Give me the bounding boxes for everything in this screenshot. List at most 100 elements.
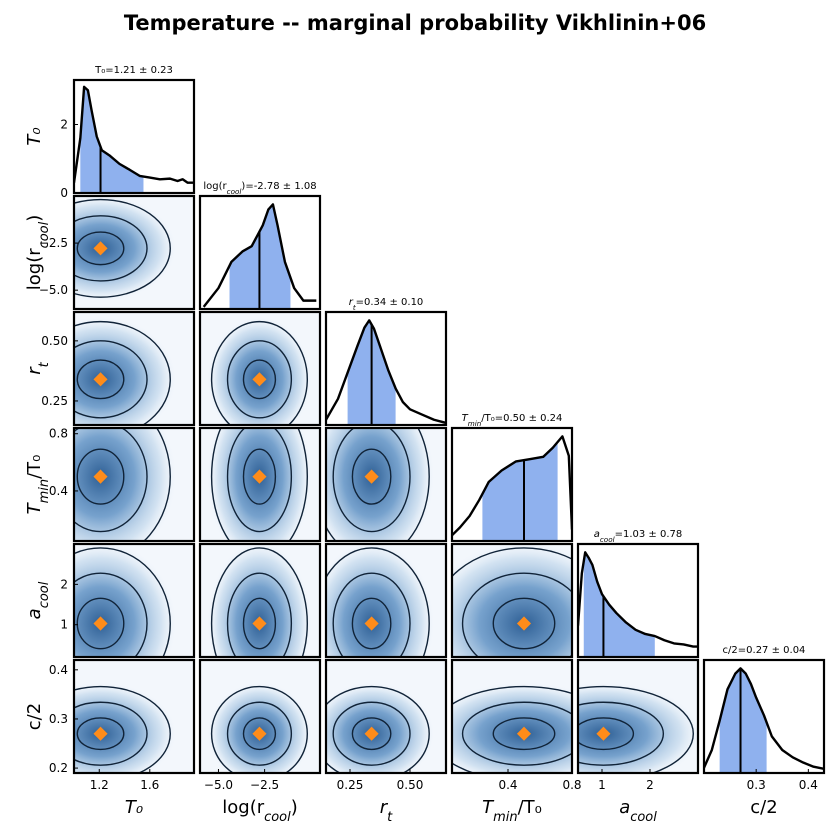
y-tick-label: 0.25 [41,394,68,408]
contour-3 [74,685,171,773]
contour-1 [242,717,277,751]
marginal-summary: acool=1.03 ± 0.78 [594,529,683,544]
contour-2 [74,215,148,282]
panel-T0-Tmin_T0: 0.4 0.8 [49,426,196,543]
y-tick-label: 0.2 [49,761,68,775]
x-tick-label: 1 [598,778,606,792]
y-tick-label: −2.5 [39,236,68,250]
y-tick-label: −5.0 [39,283,68,297]
figure-title: Temperature -- marginal probability Vikh… [124,11,706,35]
panel-frame [72,310,196,427]
panel-rt-a_cool [324,542,448,659]
contour-1 [76,231,125,266]
panel-Tmin_T0-c_half: 0.4 0.8 [450,658,582,792]
credible-interval-fill [482,442,558,541]
marginal-pdf-line [326,319,446,425]
x-tick-label: 0.3 [747,778,766,792]
panel-T0-rt: 0.25 0.50 [41,310,196,427]
contour-2 [461,701,572,766]
contour-1 [242,448,277,505]
y-tick-label: 1 [60,618,68,632]
panel-frame [198,542,322,659]
y-axis-label: acool [24,581,52,619]
panel-frame [450,658,574,775]
contour-3 [74,320,171,425]
estimate-marker [364,469,379,484]
contour-1 [351,597,392,650]
panel-frame [324,658,448,775]
x-tick-label: 0.8 [562,778,581,792]
contour-3 [452,685,572,773]
y-tick-label: 0.4 [49,663,68,677]
contour-2 [226,572,293,657]
panel-frame [324,542,448,659]
panel-log_rcool-Tmin_T0 [198,426,322,543]
density-blob [207,544,312,657]
density-blob [326,682,434,773]
contour-2 [226,701,293,766]
y-tick-label: 0 [60,186,68,200]
panel-frame [198,310,322,427]
contour-1 [76,717,125,751]
panel-Tmin_T0-Tmin_T0: Tmin/T₀=0.50 ± 0.24 [450,413,574,543]
contour-3 [210,685,308,773]
credible-interval-fill [80,87,144,193]
panel-frame [576,542,700,659]
panel-frame [72,194,196,311]
contour-2 [226,428,293,533]
contour-1 [242,597,277,650]
panel-frame [576,658,700,775]
contour-2 [578,701,665,766]
contour-2 [332,428,411,533]
x-tick-label: 0.25 [337,778,364,792]
y-axis-label: log(rcool) [24,215,52,290]
panel-log_rcool-rt [198,310,322,427]
panel-frame [72,542,196,659]
contour-2 [332,701,411,766]
y-axis-label: T₀ [24,127,45,145]
y-axis-label: rt [24,361,52,374]
estimate-marker [364,616,379,631]
x-tick-label: −5.0 [204,778,233,792]
x-tick-label: −2.5 [250,778,279,792]
x-axis-label: log(rcool) [222,797,297,825]
marginal-summary: rt=0.34 ± 0.10 [349,297,424,312]
estimate-marker [93,616,108,631]
panel-Tmin_T0-a_cool [450,542,574,659]
panels: T₀=1.21 ± 0.23 0 2 −5.0 −2.5 log(rcool)=-2.78… [24,65,826,825]
x-tick-label: 0.50 [397,778,424,792]
panel-frame [72,426,196,543]
estimate-marker [596,726,611,741]
panel-frame [450,426,574,543]
panel-frame [198,426,322,543]
contour-3 [326,685,430,773]
panel-frame [702,658,826,775]
panel-frame [198,194,322,311]
panel-T0-c_half: 0.2 0.3 0.4 1.2 1.6 [49,658,196,792]
contour-3 [143,428,171,541]
contour-2 [74,572,148,657]
marginal-summary: T₀=1.21 ± 0.23 [94,65,173,76]
panel-rt-rt: rt=0.34 ± 0.10 [324,297,448,427]
density-blob [578,682,698,773]
contour-3 [452,547,572,578]
marginal-pdf-line [578,551,698,648]
estimate-marker [252,726,267,741]
y-axis-label: c/2 [24,703,45,730]
marginal-summary: Tmin/T₀=0.50 ± 0.24 [462,413,563,428]
panel-log_rcool-log_rcool: log(rcool)=-2.78 ± 1.08 [198,181,322,311]
density-blob [207,428,312,541]
marginal-summary: log(rcool)=-2.78 ± 1.08 [203,181,316,196]
marginal-pdf-line [202,203,317,308]
contour-3 [578,685,694,773]
density-blob [207,316,312,425]
credible-interval-fill [719,668,767,773]
contour-1 [492,597,556,650]
y-tick-label: 2 [60,118,68,132]
marginal-pdf-line [704,667,824,770]
contour-3 [74,547,171,657]
contour-3 [74,198,171,298]
density-blob [74,428,177,541]
panel-log_rcool-c_half: −5.0 −2.5 [198,658,322,792]
